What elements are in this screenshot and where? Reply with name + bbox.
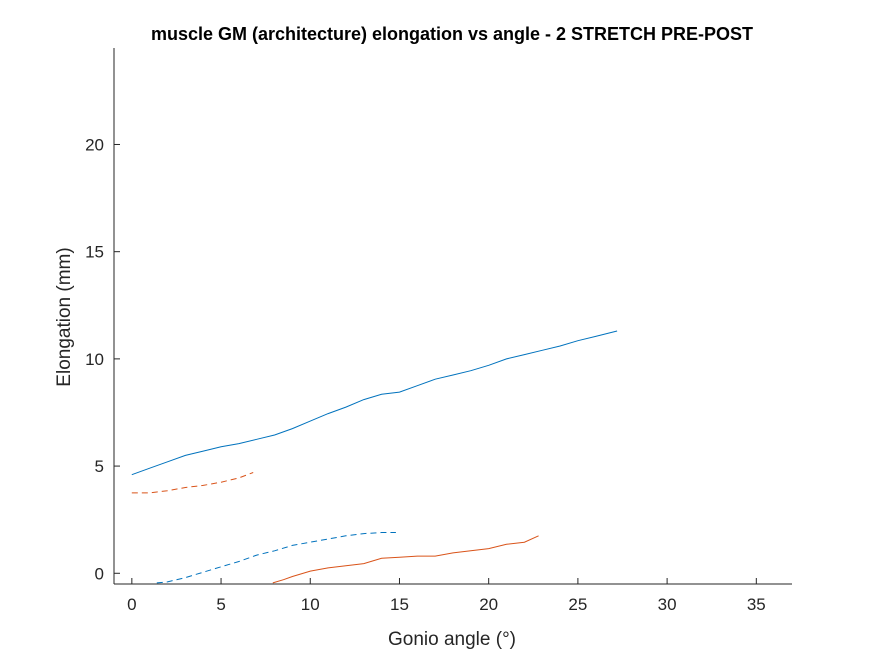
series-line-2 xyxy=(131,472,254,494)
x-tick-label: 10 xyxy=(301,595,320,614)
series-line-4 xyxy=(272,535,539,584)
y-axis-label: Elongation (mm) xyxy=(54,247,75,386)
x-tick-label: 35 xyxy=(747,595,766,614)
x-tick-label: 5 xyxy=(216,595,225,614)
y-tick-label: 20 xyxy=(85,135,104,154)
plot-area: 0 5 10 15 20 25 30 35 0 5 10 15 20 xyxy=(85,48,792,614)
y-tick-label: 10 xyxy=(85,350,104,369)
x-tick-label: 25 xyxy=(568,595,587,614)
x-axis-label: Gonio angle (°) xyxy=(388,629,516,650)
x-tick-label: 30 xyxy=(658,595,677,614)
y-tick-label: 15 xyxy=(85,243,104,262)
series-line-1 xyxy=(131,330,618,476)
y-tick-label: 5 xyxy=(95,457,104,476)
y-tick-label: 0 xyxy=(95,564,104,583)
x-tick-label: 0 xyxy=(127,595,136,614)
chart-title: muscle GM (architecture) elongation vs a… xyxy=(151,24,753,44)
x-tick-label: 20 xyxy=(479,595,498,614)
series-line-3 xyxy=(156,532,396,584)
x-tick-label: 15 xyxy=(390,595,409,614)
